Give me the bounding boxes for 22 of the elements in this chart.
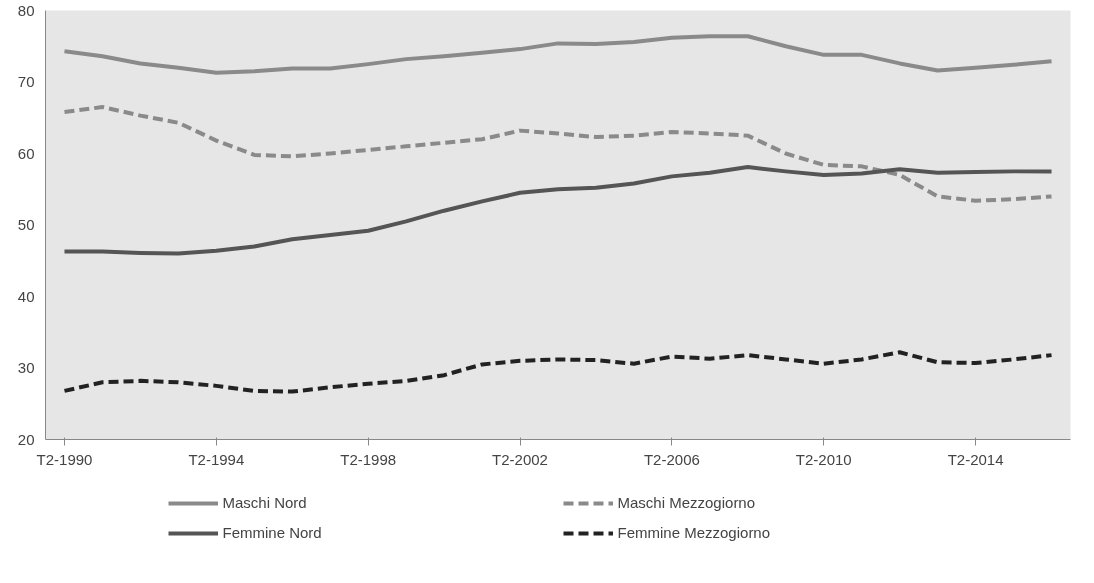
x-tick-label: T2-2006: [643, 450, 700, 468]
line-series: [62, 34, 1054, 75]
legend-label: Maschi Nord: [222, 494, 308, 511]
y-tick-label: 20: [17, 430, 35, 448]
y-tick-label: 60: [17, 144, 35, 162]
x-tick-label: T2-1990: [36, 450, 93, 468]
legend-label: Femmine Nord: [222, 524, 323, 541]
x-tick-label: T2-1998: [340, 450, 397, 468]
y-tick-label: 50: [17, 216, 35, 233]
legend-label: Femmine Mezzogiorno: [617, 524, 772, 541]
legend-label: Maschi Mezzogiorno: [617, 494, 757, 511]
y-tick-label: 40: [17, 287, 35, 305]
x-tick-label: T2-1994: [188, 450, 245, 468]
line-series: [62, 165, 1054, 256]
line-series: [62, 105, 1054, 203]
line-series: [62, 350, 1054, 394]
y-tick-label: 70: [17, 73, 35, 90]
x-tick-label: T2-2002: [492, 450, 548, 468]
x-tick-label: T2-2014: [947, 450, 1004, 468]
y-tick-label: 80: [17, 1, 35, 19]
x-tick-label: T2-2010: [795, 450, 852, 468]
y-tick-label: 30: [17, 359, 35, 376]
